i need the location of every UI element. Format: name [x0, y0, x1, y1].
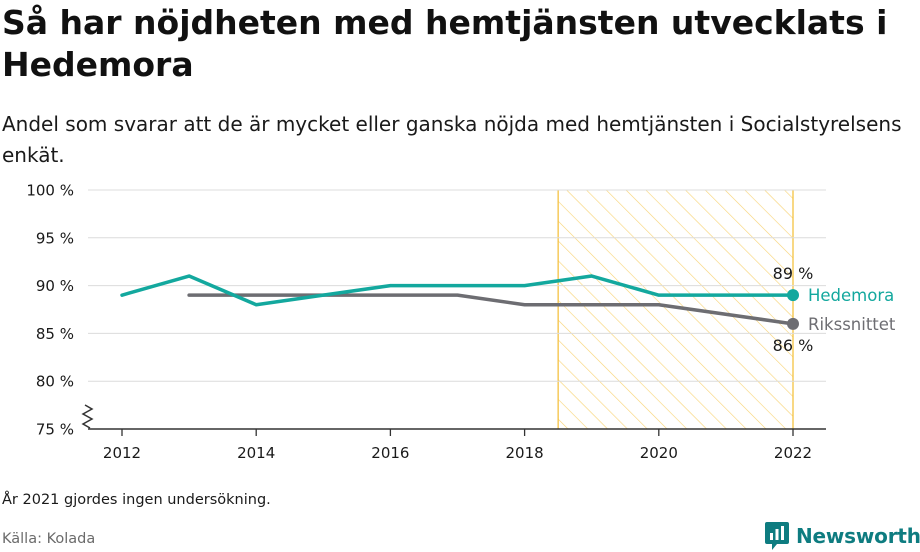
- data-label: 89 %: [773, 264, 814, 283]
- footnote: År 2021 gjordes ingen undersökning.: [2, 492, 271, 508]
- series-line: [120, 274, 795, 307]
- series-name-label: Rikssnittet: [808, 315, 896, 334]
- x-tick-label: 2016: [371, 444, 409, 462]
- y-tick-label: 80 %: [36, 373, 74, 391]
- x-tick-label: 2018: [506, 444, 544, 462]
- highlight-range: [558, 190, 793, 429]
- series-line: [187, 293, 795, 326]
- newsworthy-logo-label: Newsworthy: [796, 524, 920, 548]
- series-end-point: [787, 317, 799, 330]
- y-tick-label: 100 %: [26, 182, 74, 200]
- source-credit: Källa: Kolada: [2, 531, 96, 547]
- newsworthy-logo[interactable]: Newsworthy: [764, 520, 920, 552]
- newsworthy-logo-icon: [765, 522, 789, 550]
- axis-break-icon: [81, 404, 94, 429]
- chart-title: Så har nöjdheten med hemtjänsten utveckl…: [2, 3, 888, 84]
- series-end-point: [787, 289, 799, 302]
- y-tick-label: 75 %: [36, 421, 74, 439]
- series-name-label: Hedemora: [808, 286, 894, 305]
- y-tick-label: 95 %: [36, 229, 74, 247]
- chart-subtitle: Andel som svarar att de är mycket eller …: [2, 112, 902, 167]
- x-tick-label: 2014: [237, 444, 275, 462]
- data-label: 86 %: [773, 336, 814, 355]
- y-tick-label: 90 %: [36, 277, 74, 295]
- x-tick-label: 2022: [774, 444, 812, 462]
- y-tick-label: 85 %: [36, 325, 74, 343]
- x-tick-label: 2012: [103, 444, 141, 462]
- x-tick-label: 2020: [640, 444, 678, 462]
